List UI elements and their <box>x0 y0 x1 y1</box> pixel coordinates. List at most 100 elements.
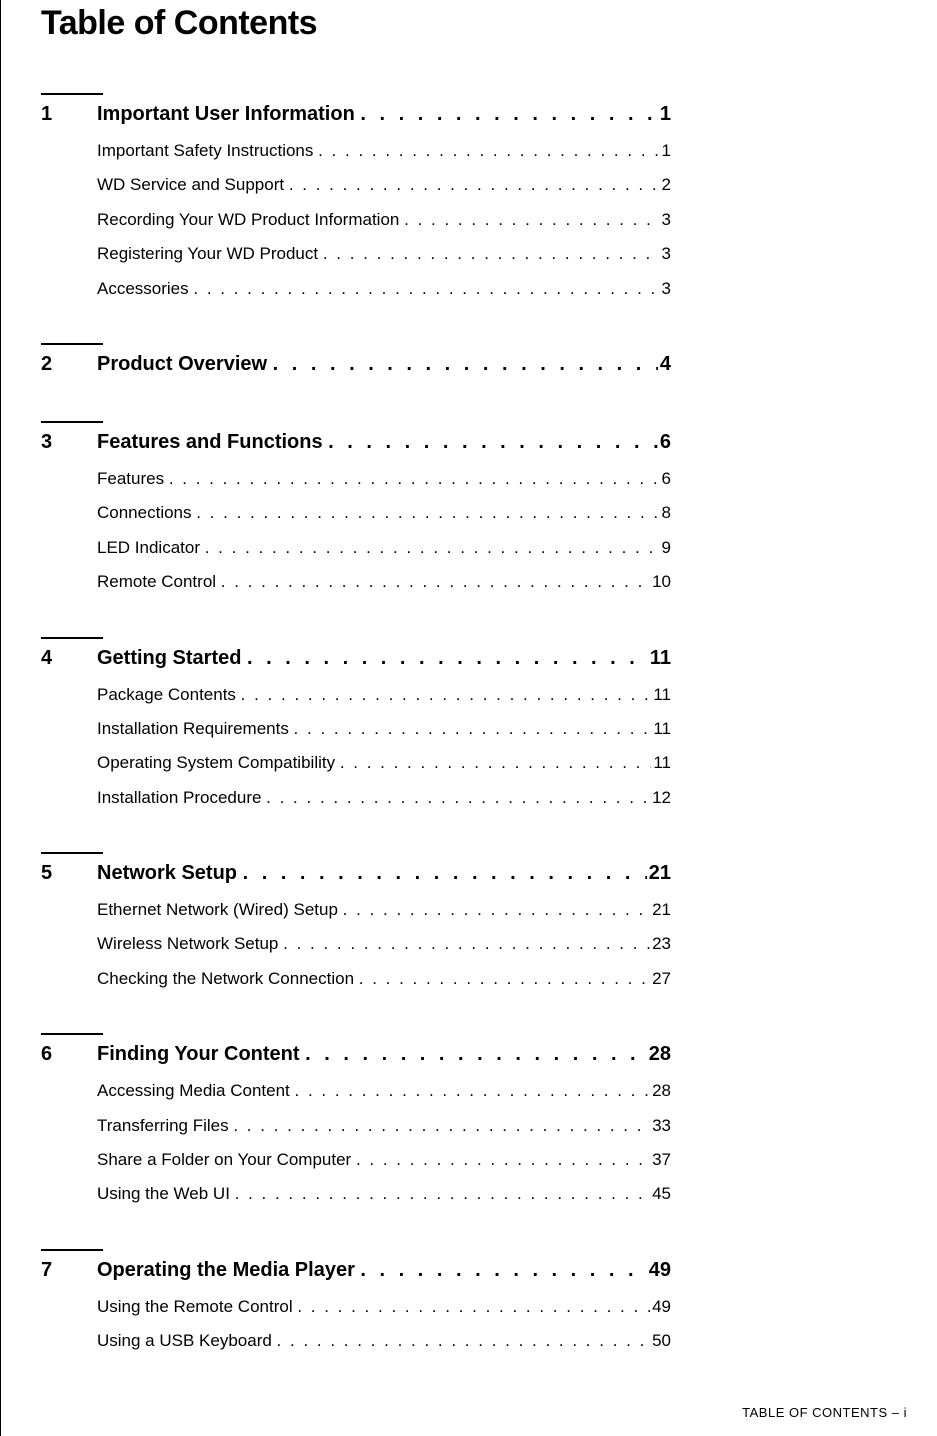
entry-page: 27 <box>650 969 671 989</box>
section-heading[interactable]: 1Important User Information . . . . . . … <box>41 101 671 127</box>
dot-leader: . . . . . . . . . . . . . . . . . . . . … <box>328 429 658 455</box>
toc-entry[interactable]: LED Indicator . . . . . . . . . . . . . … <box>41 538 671 558</box>
entry-title: LED Indicator <box>97 538 205 558</box>
toc-entry[interactable]: Operating System Compatibility . . . . .… <box>41 753 671 773</box>
entry-title: Using a USB Keyboard <box>97 1331 277 1351</box>
entry-title: Operating System Compatibility <box>97 753 340 773</box>
section-title: Product Overview <box>97 351 273 377</box>
section-title: Getting Started <box>97 645 247 671</box>
entry-page: 11 <box>651 753 671 773</box>
entry-page: 33 <box>650 1116 671 1136</box>
entry-page: 23 <box>650 934 671 954</box>
entry-page: 9 <box>660 538 671 558</box>
entry-title: Using the Remote Control <box>97 1297 297 1317</box>
dot-leader: . . . . . . . . . . . . . . . . . . . . … <box>359 969 650 989</box>
entry-title: Transferring Files <box>97 1116 233 1136</box>
entry-page: 1 <box>660 141 671 161</box>
toc-entry[interactable]: Accessories . . . . . . . . . . . . . . … <box>41 279 671 299</box>
section-rule <box>41 1249 103 1251</box>
entry-title: Important Safety Instructions <box>97 141 318 161</box>
toc-entry[interactable]: Wireless Network Setup . . . . . . . . .… <box>41 934 671 954</box>
section-title: Network Setup <box>97 860 243 886</box>
entry-page: 2 <box>660 175 671 195</box>
dot-leader: . . . . . . . . . . . . . . . . . . . . … <box>318 141 659 161</box>
entry-title: Ethernet Network (Wired) Setup <box>97 900 343 920</box>
dot-leader: . . . . . . . . . . . . . . . . . . . . … <box>404 210 659 230</box>
toc-entry[interactable]: Share a Folder on Your Computer . . . . … <box>41 1150 671 1170</box>
entry-title: Share a Folder on Your Computer <box>97 1150 356 1170</box>
toc-entry[interactable]: Checking the Network Connection . . . . … <box>41 969 671 989</box>
section-rule <box>41 421 103 423</box>
dot-leader: . . . . . . . . . . . . . . . . . . . . … <box>343 900 650 920</box>
section-heading[interactable]: 5Network Setup . . . . . . . . . . . . .… <box>41 860 671 886</box>
toc-entry[interactable]: Transferring Files . . . . . . . . . . .… <box>41 1116 671 1136</box>
toc-section: 6Finding Your Content . . . . . . . . . … <box>41 1033 897 1205</box>
entry-title: Remote Control <box>97 572 221 592</box>
toc-entry[interactable]: Using a USB Keyboard . . . . . . . . . .… <box>41 1331 671 1351</box>
section-rule <box>41 93 103 95</box>
toc-entry[interactable]: Using the Remote Control . . . . . . . .… <box>41 1297 671 1317</box>
section-page: 21 <box>647 860 671 886</box>
dot-leader: . . . . . . . . . . . . . . . . . . . . … <box>235 1184 650 1204</box>
toc-entry[interactable]: Installation Requirements . . . . . . . … <box>41 719 671 739</box>
entry-title: Package Contents <box>97 685 241 705</box>
entry-page: 21 <box>650 900 671 920</box>
dot-leader: . . . . . . . . . . . . . . . . . . . . … <box>205 538 660 558</box>
section-heading[interactable]: 2Product Overview . . . . . . . . . . . … <box>41 351 671 377</box>
entry-title: Features <box>97 469 169 489</box>
toc-entry[interactable]: Ethernet Network (Wired) Setup . . . . .… <box>41 900 671 920</box>
toc-entry[interactable]: Registering Your WD Product . . . . . . … <box>41 244 671 264</box>
section-heading[interactable]: 4Getting Started . . . . . . . . . . . .… <box>41 645 671 671</box>
entry-page: 12 <box>650 788 671 808</box>
section-heading[interactable]: 7Operating the Media Player . . . . . . … <box>41 1257 671 1283</box>
section-title: Finding Your Content <box>97 1041 305 1067</box>
toc-entry[interactable]: Using the Web UI . . . . . . . . . . . .… <box>41 1184 671 1204</box>
entry-page: 50 <box>650 1331 671 1351</box>
dot-leader: . . . . . . . . . . . . . . . . . . . . … <box>360 101 658 127</box>
dot-leader: . . . . . . . . . . . . . . . . . . . . … <box>233 1116 650 1136</box>
entry-page: 28 <box>650 1081 671 1101</box>
dot-leader: . . . . . . . . . . . . . . . . . . . . … <box>283 934 650 954</box>
entry-page: 8 <box>660 503 671 523</box>
section-rule <box>41 852 103 854</box>
section-heading[interactable]: 3Features and Functions . . . . . . . . … <box>41 429 671 455</box>
entry-title: Using the Web UI <box>97 1184 235 1204</box>
dot-leader: . . . . . . . . . . . . . . . . . . . . … <box>356 1150 650 1170</box>
dot-leader: . . . . . . . . . . . . . . . . . . . . … <box>273 351 658 377</box>
entry-title: Recording Your WD Product Information <box>97 210 404 230</box>
toc-entry[interactable]: Remote Control . . . . . . . . . . . . .… <box>41 572 671 592</box>
section-number: 3 <box>41 429 97 455</box>
section-title: Features and Functions <box>97 429 328 455</box>
section-rule <box>41 343 103 345</box>
section-number: 7 <box>41 1257 97 1283</box>
dot-leader: . . . . . . . . . . . . . . . . . . . . … <box>323 244 660 264</box>
toc-entry[interactable]: Important Safety Instructions . . . . . … <box>41 141 671 161</box>
toc-entry[interactable]: Package Contents . . . . . . . . . . . .… <box>41 685 671 705</box>
section-number: 1 <box>41 101 97 127</box>
toc-entry[interactable]: Recording Your WD Product Information . … <box>41 210 671 230</box>
toc-entry[interactable]: Installation Procedure . . . . . . . . .… <box>41 788 671 808</box>
section-page: 6 <box>658 429 671 455</box>
entry-title: Wireless Network Setup <box>97 934 283 954</box>
entry-page: 10 <box>650 572 671 592</box>
entry-page: 11 <box>651 719 671 739</box>
toc-section: 4Getting Started . . . . . . . . . . . .… <box>41 637 897 809</box>
entry-title: Registering Your WD Product <box>97 244 323 264</box>
entry-title: Checking the Network Connection <box>97 969 359 989</box>
entry-page: 49 <box>650 1297 671 1317</box>
entry-title: WD Service and Support <box>97 175 289 195</box>
entry-title: Installation Procedure <box>97 788 266 808</box>
entry-page: 6 <box>660 469 671 489</box>
section-number: 6 <box>41 1041 97 1067</box>
toc-entry[interactable]: Connections . . . . . . . . . . . . . . … <box>41 503 671 523</box>
toc-entry[interactable]: Features . . . . . . . . . . . . . . . .… <box>41 469 671 489</box>
toc-section: 3Features and Functions . . . . . . . . … <box>41 421 897 593</box>
dot-leader: . . . . . . . . . . . . . . . . . . . . … <box>340 753 652 773</box>
dot-leader: . . . . . . . . . . . . . . . . . . . . … <box>305 1041 647 1067</box>
section-heading[interactable]: 6Finding Your Content . . . . . . . . . … <box>41 1041 671 1067</box>
section-number: 2 <box>41 351 97 377</box>
toc-entry[interactable]: WD Service and Support . . . . . . . . .… <box>41 175 671 195</box>
section-page: 28 <box>647 1041 671 1067</box>
toc-section: 1Important User Information . . . . . . … <box>41 93 897 299</box>
toc-entry[interactable]: Accessing Media Content . . . . . . . . … <box>41 1081 671 1101</box>
